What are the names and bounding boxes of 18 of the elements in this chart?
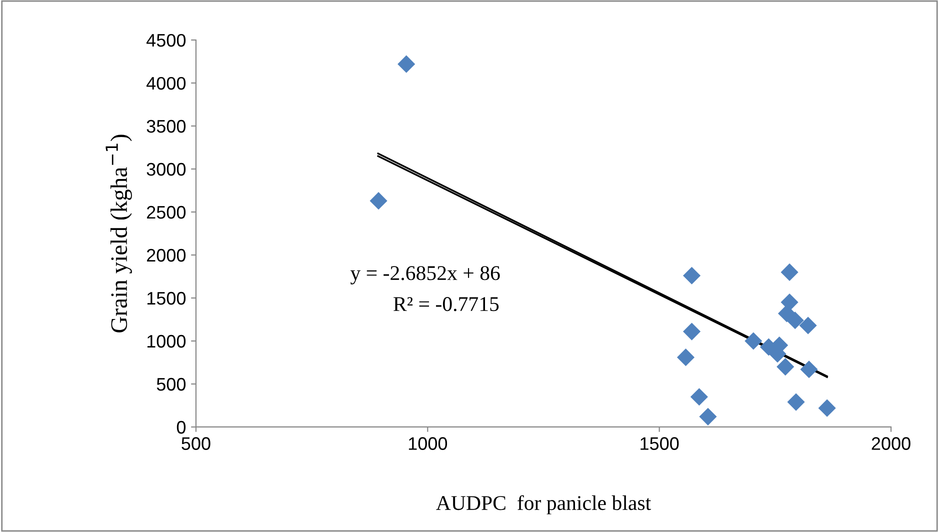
x-axis-title: AUDPC for panicle blast [436, 495, 651, 514]
y-tick-label: 1000 [147, 334, 186, 348]
y-tick-label: 0 [176, 420, 186, 434]
y-tick-label: 3500 [146, 120, 186, 133]
y-tick-label: 4500 [146, 34, 186, 47]
y-tick-label: 1500 [147, 292, 186, 305]
y-tick-label: 3000 [146, 162, 186, 176]
y-tick-label: 4000 [146, 76, 186, 90]
x-tick-label: 2000 [872, 437, 910, 450]
y-tick-label: 500 [156, 378, 186, 391]
y-tick-label: 2000 [146, 248, 186, 262]
y-axis-title: Grain yield (kgha$^{−1}$) [106, 134, 132, 332]
annotation: R² = -0.7715 [394, 297, 499, 312]
x-tick-label: 500 [182, 437, 210, 450]
x-tick-label: 1000 [408, 437, 448, 450]
annotation: y = -2.6852x + 86 [350, 266, 500, 284]
x-tick-label: 1500 [640, 437, 679, 450]
y-tick-label: 2500 [146, 206, 186, 219]
